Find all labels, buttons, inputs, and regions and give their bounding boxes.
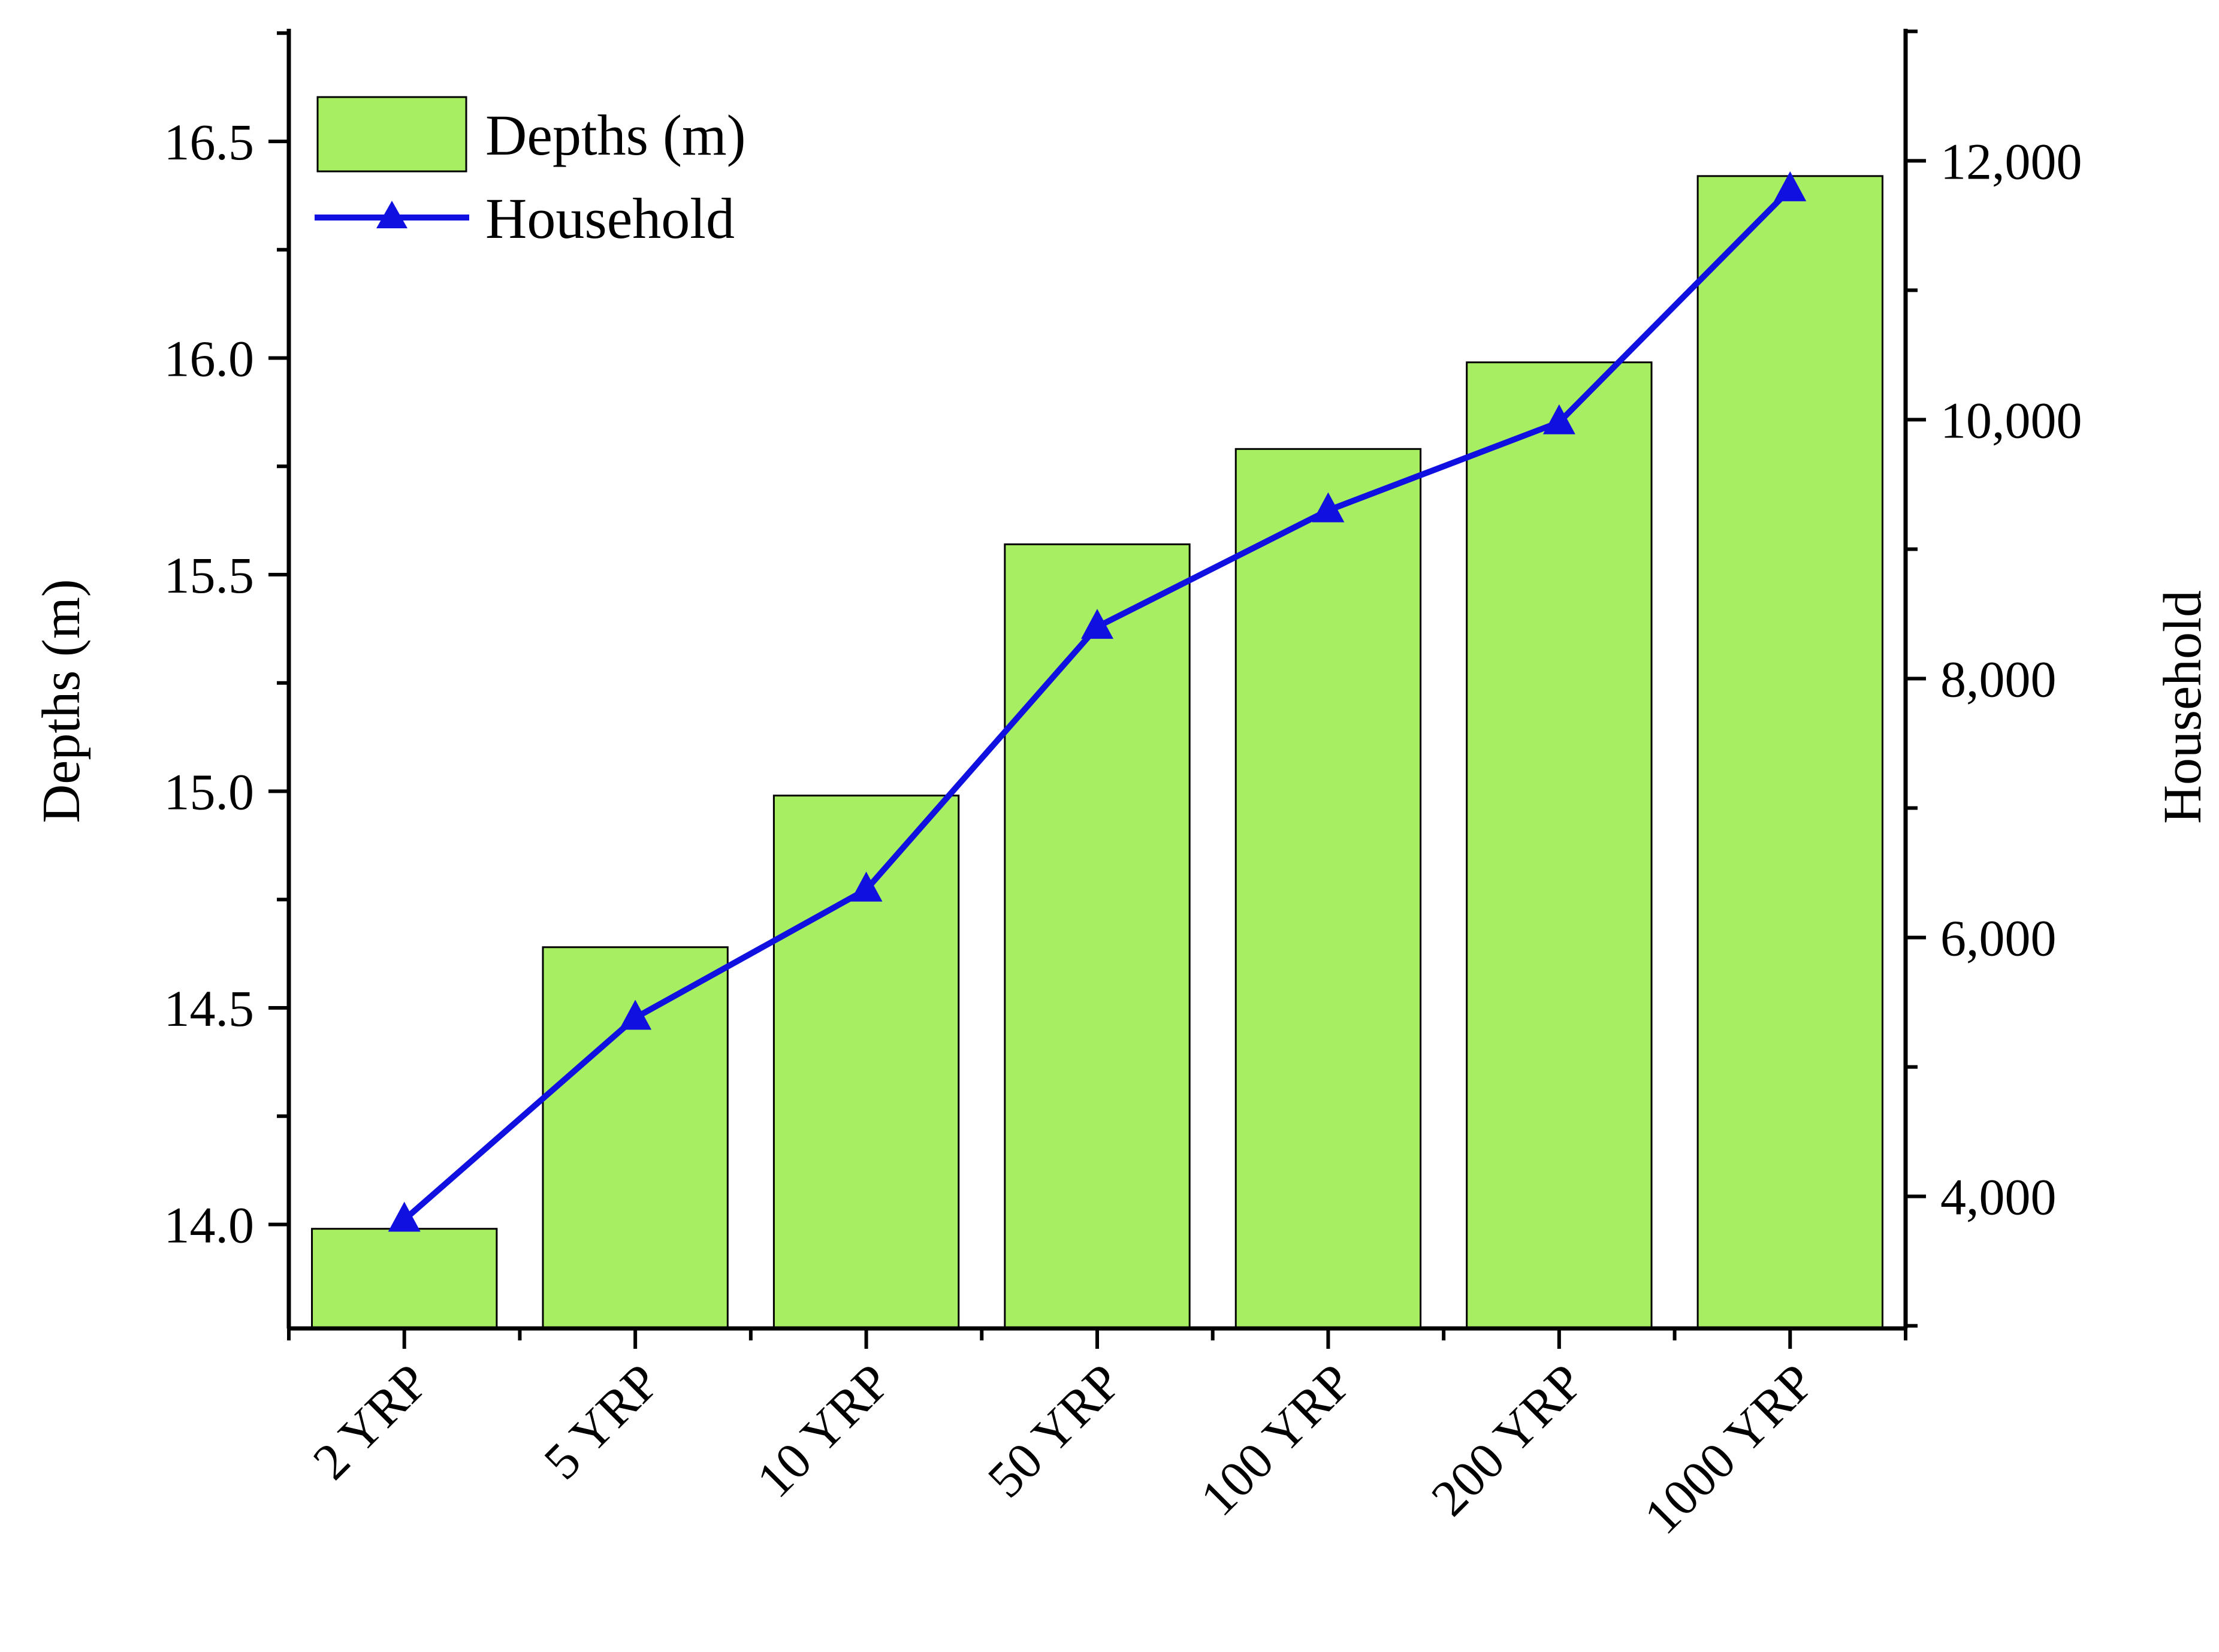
household-point-4 bbox=[1312, 492, 1345, 523]
y-axis-title-left: Depths (m) bbox=[32, 579, 91, 823]
x-tick-label-2: 10 YRP bbox=[745, 1353, 901, 1509]
household-point-6 bbox=[1774, 171, 1807, 201]
bars-layer bbox=[311, 175, 1883, 1330]
x-tick-label-1: 5 YRP bbox=[533, 1353, 671, 1491]
household-point-0 bbox=[388, 1201, 421, 1232]
x-tick-label-5: 200 YRP bbox=[1420, 1353, 1594, 1527]
y-left-tick-label-5: 16.5 bbox=[164, 113, 255, 171]
x-tick-label-4: 100 YRP bbox=[1189, 1353, 1363, 1527]
bar-depth-0 bbox=[311, 1228, 498, 1330]
y-right-tick-label-0: 4,000 bbox=[1940, 1168, 2057, 1226]
legend-marker-household bbox=[376, 201, 407, 228]
x-tick-label-3: 50 YRP bbox=[976, 1353, 1132, 1509]
legend-label-household: Household bbox=[485, 186, 735, 250]
x-tick-label-6: 1000 YRP bbox=[1633, 1353, 1825, 1545]
bar-depth-3 bbox=[1004, 543, 1191, 1330]
bar-depth-6 bbox=[1696, 175, 1883, 1330]
y-right-tick-label-3: 10,000 bbox=[1940, 391, 2082, 449]
bar-depth-4 bbox=[1234, 448, 1422, 1330]
y-left-tick-label-2: 15.0 bbox=[164, 763, 255, 820]
household-point-2 bbox=[850, 871, 883, 902]
household-line-layer bbox=[388, 171, 1807, 1232]
household-point-3 bbox=[1081, 609, 1113, 639]
bar-depth-5 bbox=[1466, 361, 1653, 1330]
y-right-tick-label-1: 6,000 bbox=[1940, 910, 2057, 967]
legend-swatch-depths bbox=[316, 96, 467, 173]
x-tick-label-0: 2 YRP bbox=[302, 1353, 440, 1491]
y-left-tick-label-1: 14.5 bbox=[164, 980, 255, 1037]
y-left-tick-label-0: 14.0 bbox=[164, 1196, 255, 1254]
y-left-tick-label-3: 15.5 bbox=[164, 546, 255, 604]
legend-label-depths: Depths (m) bbox=[485, 103, 746, 167]
y-right-tick-label-2: 8,000 bbox=[1940, 651, 2057, 708]
legend: Depths (m) Household bbox=[315, 96, 746, 250]
household-point-5 bbox=[1542, 404, 1575, 434]
household-point-1 bbox=[619, 999, 652, 1030]
y-axis-title-right: Household bbox=[2153, 590, 2212, 824]
y-left-tick-label-4: 16.0 bbox=[164, 330, 255, 387]
y-right-tick-label-4: 12,000 bbox=[1940, 132, 2082, 190]
